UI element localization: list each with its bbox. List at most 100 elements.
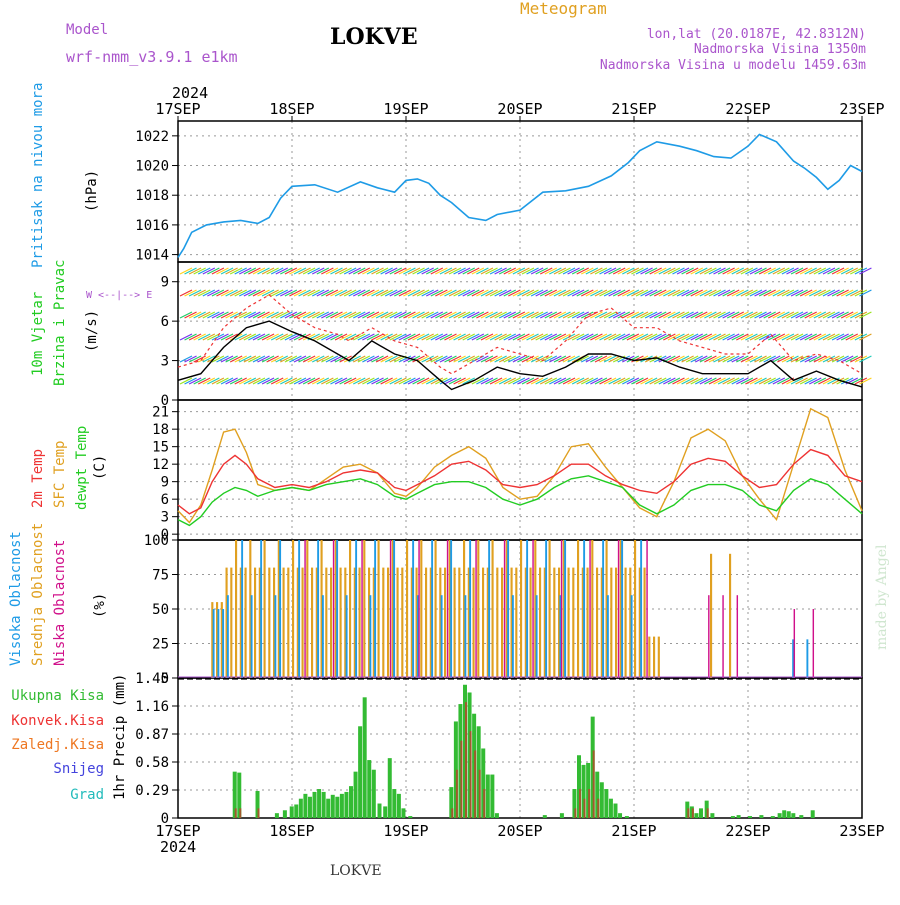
wind-barb xyxy=(635,311,649,319)
wind-barb xyxy=(731,355,745,363)
wind-barb xyxy=(585,267,599,275)
wind-barb xyxy=(302,311,316,319)
wind-barb xyxy=(498,333,512,341)
wind-barb xyxy=(485,267,498,275)
wind-barb xyxy=(289,311,302,319)
wind-barb xyxy=(790,267,804,275)
cloud-bar-mid xyxy=(325,567,328,678)
y-tick-label: 1.16 xyxy=(135,699,169,715)
cloud-label-3: Niska Oblacnost xyxy=(52,540,68,666)
wind-barb xyxy=(576,333,589,341)
wind-barb xyxy=(229,267,243,275)
wind-barb xyxy=(353,377,366,385)
precip-bar-total xyxy=(349,786,353,818)
precip-bar-conv xyxy=(478,769,481,818)
wind-barb xyxy=(489,267,503,275)
cloud-bar-high xyxy=(393,540,396,678)
wind-barb xyxy=(220,355,234,363)
cloud-bar-mid xyxy=(287,567,290,678)
wind-barb xyxy=(270,267,284,275)
wind-barb xyxy=(421,333,434,341)
cloud-bar-high xyxy=(602,540,605,678)
wind-barb xyxy=(353,267,366,275)
wind-barb xyxy=(758,355,772,363)
wind-barb xyxy=(708,355,722,363)
wind-barb xyxy=(717,289,731,297)
wind-barb xyxy=(444,289,457,297)
wind-barb xyxy=(316,267,330,275)
wind-barb xyxy=(585,333,599,341)
wind-barb xyxy=(535,355,548,363)
wind-barb xyxy=(275,289,289,297)
wind-barb xyxy=(690,377,703,385)
wind-barb xyxy=(653,311,667,319)
altitude-label: Nadmorska Visina 1350m xyxy=(694,42,866,57)
wind-barb xyxy=(239,311,252,319)
wind-barb xyxy=(216,311,229,319)
wind-barb xyxy=(722,355,735,363)
wind-barb xyxy=(763,311,776,319)
precip-bar-conv xyxy=(706,808,709,818)
precip-bar-conv xyxy=(483,789,486,818)
wind-barb xyxy=(375,377,389,385)
wind-barb xyxy=(690,311,703,319)
wind-barb xyxy=(708,267,722,275)
wind-barb xyxy=(612,377,626,385)
wind-barb xyxy=(599,267,612,275)
wind-barb xyxy=(403,289,416,297)
wind-barb xyxy=(699,355,713,363)
wind-barb xyxy=(799,355,813,363)
wind-barb xyxy=(334,377,348,385)
wind-barb xyxy=(562,311,576,319)
wind-barb xyxy=(498,267,512,275)
cloud-bar-mid xyxy=(239,567,242,678)
wind-barb xyxy=(467,355,480,363)
wind-barb xyxy=(631,377,644,385)
precip-bar-total xyxy=(608,798,613,818)
wind-barb xyxy=(631,311,644,319)
wind-barb xyxy=(818,289,831,297)
wind-barb xyxy=(261,289,275,297)
cloud-bar-high xyxy=(345,595,348,678)
wind-barb xyxy=(567,377,580,385)
wind-barb xyxy=(722,311,735,319)
wind-barb xyxy=(781,289,795,297)
wind-barb xyxy=(795,333,808,341)
wind-barb xyxy=(795,377,808,385)
wind-barb xyxy=(713,333,726,341)
wind-barb xyxy=(307,355,320,363)
wind-barb xyxy=(239,355,252,363)
wind-barb xyxy=(220,311,234,319)
wind-barb xyxy=(311,333,325,341)
wind-barb xyxy=(494,289,507,297)
wind-barb xyxy=(430,289,444,297)
wind-barb xyxy=(626,377,640,385)
wind-barb xyxy=(412,267,425,275)
wind-barb xyxy=(467,289,480,297)
wind-barb xyxy=(508,267,521,275)
wind-barb xyxy=(193,289,206,297)
wind-barb xyxy=(225,355,238,363)
wind-barb xyxy=(562,289,576,297)
wind-barb xyxy=(270,333,284,341)
cloud-label-2: Srednja Oblacnost xyxy=(30,523,46,666)
precip-bar-total xyxy=(353,771,358,818)
wind-barb xyxy=(535,267,548,275)
wind-barb xyxy=(298,355,311,363)
wind-barb xyxy=(854,355,868,363)
x-tick-label-bottom: 20SEP xyxy=(497,822,542,840)
wind-barb xyxy=(366,311,380,319)
cloud-bar-mid xyxy=(600,567,603,678)
wind-barb xyxy=(635,377,649,385)
wind-barb xyxy=(795,289,808,297)
y-tick-label: 1.45 xyxy=(135,671,169,687)
wind-barb xyxy=(453,289,466,297)
precip-legend-conv: Konvek.Kisa xyxy=(11,713,104,729)
wind-barb xyxy=(767,289,781,297)
cloud-bar-high xyxy=(606,595,609,678)
wind-barb xyxy=(658,355,672,363)
wind-barb xyxy=(818,333,831,341)
wind-barb xyxy=(384,355,398,363)
wind-barb xyxy=(257,311,270,319)
wind-barb xyxy=(280,377,293,385)
